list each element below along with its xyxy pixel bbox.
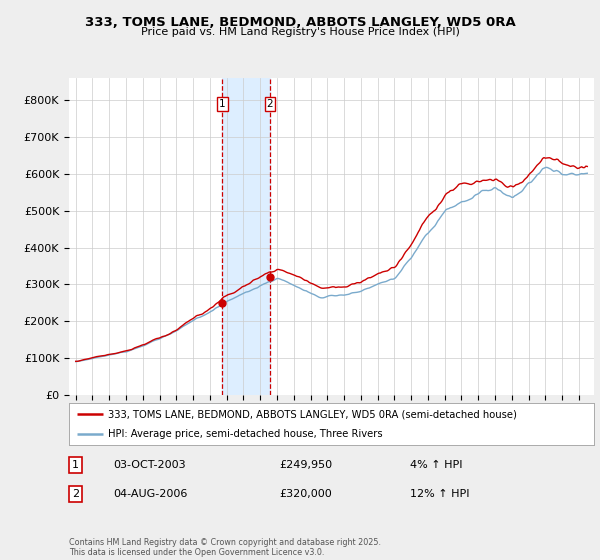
Text: 333, TOMS LANE, BEDMOND, ABBOTS LANGLEY, WD5 0RA: 333, TOMS LANE, BEDMOND, ABBOTS LANGLEY,… (85, 16, 515, 29)
Text: Price paid vs. HM Land Registry's House Price Index (HPI): Price paid vs. HM Land Registry's House … (140, 27, 460, 37)
Text: 4% ↑ HPI: 4% ↑ HPI (410, 460, 463, 470)
Text: £320,000: £320,000 (279, 489, 332, 499)
Text: HPI: Average price, semi-detached house, Three Rivers: HPI: Average price, semi-detached house,… (109, 430, 383, 439)
Text: 2: 2 (266, 99, 273, 109)
Text: 2: 2 (72, 489, 79, 499)
Text: Contains HM Land Registry data © Crown copyright and database right 2025.
This d: Contains HM Land Registry data © Crown c… (69, 538, 381, 557)
Text: 04-AUG-2006: 04-AUG-2006 (113, 489, 188, 499)
Text: 1: 1 (219, 99, 226, 109)
Text: 1: 1 (72, 460, 79, 470)
Text: 333, TOMS LANE, BEDMOND, ABBOTS LANGLEY, WD5 0RA (semi-detached house): 333, TOMS LANE, BEDMOND, ABBOTS LANGLEY,… (109, 409, 517, 419)
Text: 03-OCT-2003: 03-OCT-2003 (113, 460, 186, 470)
Text: 12% ↑ HPI: 12% ↑ HPI (410, 489, 470, 499)
Bar (223, 78, 270, 395)
Text: £249,950: £249,950 (279, 460, 332, 470)
